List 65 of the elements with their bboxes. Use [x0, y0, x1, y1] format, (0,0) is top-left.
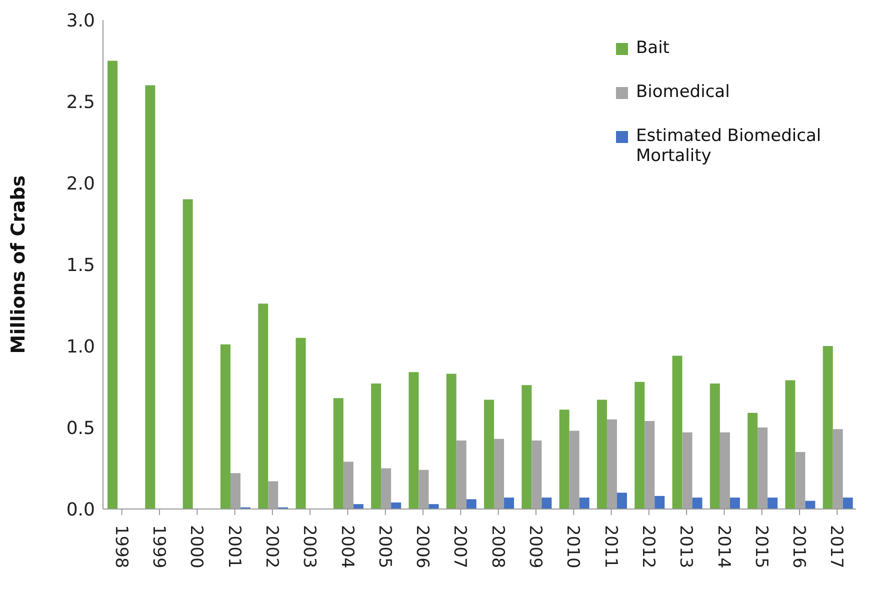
y-tick-label: 1.0	[66, 336, 95, 358]
x-tick-label: 2017	[826, 525, 846, 568]
x-tick-label: 2001	[224, 525, 244, 568]
bar	[522, 385, 532, 509]
bar	[353, 504, 364, 509]
x-tick-label: 2003	[299, 525, 320, 568]
bar	[296, 338, 306, 509]
y-tick-label: 0.0	[66, 499, 95, 520]
bar	[710, 383, 720, 509]
x-tick-label: 2007	[450, 525, 470, 568]
bar	[391, 502, 402, 509]
x-tick-label: 1999	[148, 525, 169, 568]
x-tick-label: 2006	[412, 525, 432, 568]
y-tick-label: 3.0	[66, 10, 95, 32]
bar	[145, 85, 156, 509]
bar	[842, 498, 853, 509]
legend-label: Estimated Biomedical Mortality	[636, 126, 822, 166]
y-tick-label: 1.5	[66, 254, 95, 276]
bar	[371, 383, 382, 509]
x-tick-label: 2004	[336, 525, 357, 568]
x-tick-label: 2013	[676, 525, 696, 568]
bar	[428, 504, 439, 509]
x-tick-label: 2009	[525, 525, 546, 568]
bar	[730, 498, 740, 509]
x-tick-label: 2016	[788, 525, 809, 568]
x-tick-label: 2008	[487, 525, 508, 568]
bar	[484, 400, 494, 509]
legend-label: Bait	[636, 38, 670, 58]
bar	[108, 60, 118, 509]
legend-label: Biomedical	[636, 82, 730, 102]
bar	[805, 500, 816, 509]
x-tick-label: 2011	[600, 525, 620, 568]
bar	[559, 410, 570, 509]
bar	[446, 374, 456, 509]
y-tick-label: 2.0	[66, 173, 95, 194]
y-axis-title: Millions of Crabs	[8, 175, 30, 354]
bar	[596, 400, 607, 509]
bar	[822, 346, 833, 509]
bar	[466, 499, 476, 509]
bar	[768, 498, 778, 509]
x-tick-label: 2012	[638, 525, 658, 568]
bar	[182, 199, 193, 509]
bar	[634, 382, 645, 509]
x-tick-label: 2015	[750, 525, 771, 568]
bar	[258, 304, 268, 509]
bar	[748, 412, 758, 509]
x-tick-label: 2014	[713, 525, 734, 568]
bar	[408, 372, 419, 509]
y-tick-label: 0.5	[66, 418, 95, 439]
bar	[220, 344, 230, 509]
bar	[504, 498, 514, 509]
bar	[692, 498, 702, 509]
bar	[579, 498, 590, 509]
bar	[333, 398, 344, 509]
x-tick-label: 2002	[261, 525, 282, 568]
x-tick-label: 2010	[562, 525, 583, 568]
bar	[785, 380, 796, 509]
y-tick-label: 2.5	[66, 92, 95, 113]
x-tick-label: 1998	[110, 525, 131, 568]
bar	[542, 498, 552, 509]
bar	[616, 492, 627, 509]
bar	[672, 356, 682, 509]
x-tick-label: 2005	[374, 525, 394, 568]
bar	[654, 496, 665, 509]
x-tick-label: 2000	[186, 525, 206, 568]
